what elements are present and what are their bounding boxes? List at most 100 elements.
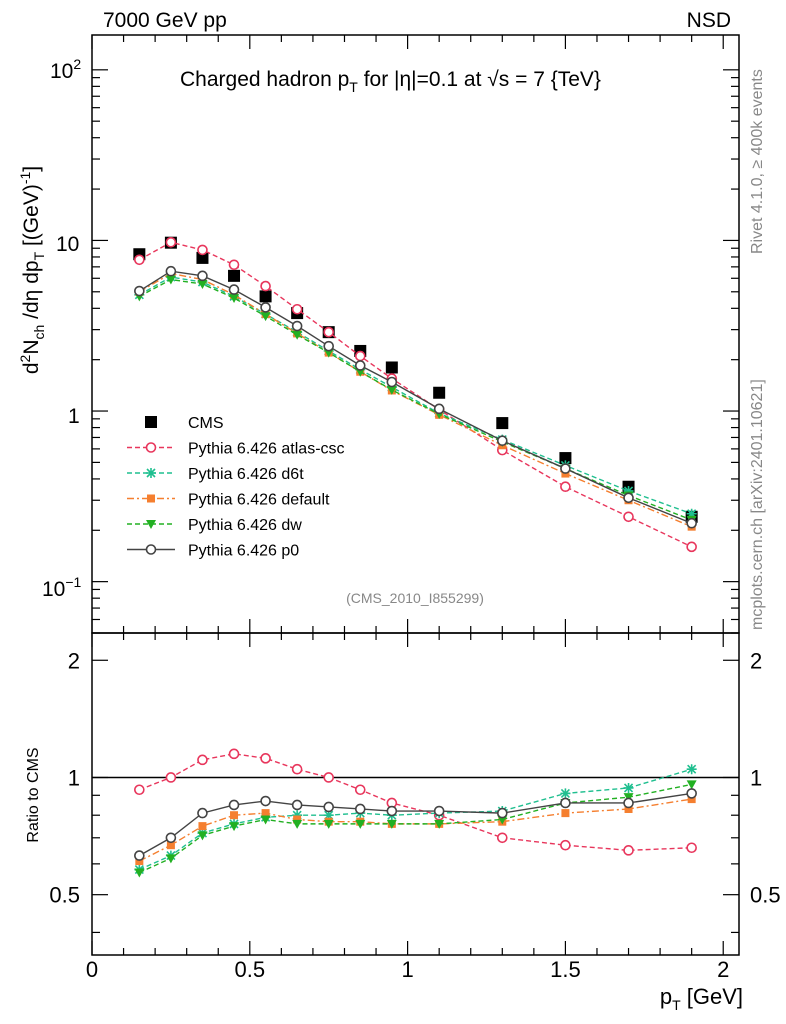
ratio-point-atlas-csc xyxy=(354,784,366,796)
point-cms xyxy=(559,452,572,465)
ratio-point-default xyxy=(293,815,302,824)
point-d6t xyxy=(623,485,634,496)
ratio-point-atlas-csc xyxy=(560,839,571,851)
point-atlas-csc xyxy=(560,481,571,493)
ratio-point-atlas-csc xyxy=(228,748,240,760)
series-line-p0 xyxy=(138,270,692,524)
ratio-point-p0 xyxy=(197,807,208,819)
point-cms xyxy=(228,269,241,282)
ratio-point-default xyxy=(166,841,175,850)
ratio-point-d6t xyxy=(323,810,334,821)
ratio-point-d6t xyxy=(560,788,571,799)
point-atlas-csc xyxy=(686,541,697,553)
point-cms xyxy=(259,290,272,303)
ratio-line-default xyxy=(139,798,692,862)
legend-label-d6t: Pythia 6.426 d6t xyxy=(188,466,304,483)
ratio-point-dw xyxy=(686,780,697,790)
main-ytick-label-100: 102 xyxy=(50,56,81,83)
ratio-ytick-label-left: 2 xyxy=(68,648,80,673)
ratio-point-atlas-csc xyxy=(686,842,697,854)
ratio-panel-frame xyxy=(91,632,740,956)
point-atlas-csc xyxy=(260,280,271,292)
point-p0 xyxy=(496,435,508,447)
ratio-point-dw xyxy=(292,819,303,829)
point-dw xyxy=(260,312,271,322)
legend-item-d6t: Pythia 6.426 d6t xyxy=(127,466,304,483)
point-atlas-csc xyxy=(134,254,145,266)
point-p0 xyxy=(433,403,445,415)
point-cms xyxy=(433,386,446,399)
point-dw xyxy=(386,385,397,395)
ratio-point-p0 xyxy=(134,850,145,861)
legend-label-atlas-csc: Pythia 6.426 atlas-csc xyxy=(188,441,345,458)
ratio-point-atlas-csc xyxy=(291,763,303,775)
ratio-point-p0 xyxy=(433,805,445,817)
point-cms xyxy=(385,361,398,374)
point-p0 xyxy=(386,376,398,388)
ratio-point-p0 xyxy=(623,797,634,809)
series-line-d6t xyxy=(138,276,692,515)
legend-marker-default xyxy=(147,494,155,503)
ratio-point-atlas-csc xyxy=(496,832,508,844)
legend: CMS Pythia 6.426 atlas-csc Pythia 6.426 d6… xyxy=(127,415,345,560)
ratio-point-default xyxy=(261,809,270,818)
x-tick-label: 1 xyxy=(401,957,413,982)
legend-item-cms: CMS xyxy=(145,415,224,432)
main-ytick-label-0.1: 10−1 xyxy=(42,574,82,601)
ratio-point-dw xyxy=(165,854,176,864)
point-p0 xyxy=(134,285,145,297)
header-left: 7000 GeV pp xyxy=(103,9,227,32)
point-cms xyxy=(196,251,209,264)
x-tick-label: 0 xyxy=(86,957,98,982)
series-line-dw xyxy=(139,278,692,521)
header-right: NSD xyxy=(687,9,731,32)
point-dw xyxy=(323,348,334,358)
ratio-line-d6t xyxy=(139,768,692,871)
legend-label-dw: Pythia 6.426 dw xyxy=(188,517,302,534)
ratio-point-dw xyxy=(386,819,397,829)
ratio-ytick-label-left: 0.5 xyxy=(49,883,80,908)
series-line-atlas-csc xyxy=(139,241,692,548)
ratio-line-p0 xyxy=(138,792,692,857)
ratio-point-p0 xyxy=(228,799,240,811)
ratio-axis-ticks xyxy=(91,633,739,955)
legend-item-atlas-csc: Pythia 6.426 atlas-csc xyxy=(127,441,345,458)
point-p0 xyxy=(686,517,697,529)
legend-marker-atlas-csc xyxy=(145,442,157,453)
point-p0 xyxy=(560,463,571,474)
ratio-point-dw xyxy=(134,868,145,878)
point-d6t xyxy=(686,508,697,519)
point-p0 xyxy=(354,360,366,371)
main-series-group xyxy=(133,236,698,553)
side-rivet-text: Rivet 4.1.0, ≥ 400k events xyxy=(749,69,766,254)
legend-item-p0: Pythia 6.426 p0 xyxy=(127,543,299,560)
ratio-ytick-label-right: 2 xyxy=(750,648,762,673)
ratio-point-dw xyxy=(355,819,366,829)
ratio-point-d6t xyxy=(623,782,634,793)
ratio-point-atlas-csc xyxy=(623,845,634,856)
ratio-point-default xyxy=(198,822,207,831)
series-line-default xyxy=(138,272,692,528)
point-atlas-csc xyxy=(354,350,366,362)
point-p0 xyxy=(291,320,303,332)
ratio-point-p0 xyxy=(496,807,508,819)
ratio-point-dw xyxy=(434,819,445,829)
main-y-label: d2Nch /dη dpT [(GeV)-1] xyxy=(17,166,47,374)
ratio-line-dw xyxy=(139,783,692,874)
legend-item-dw: Pythia 6.426 dw xyxy=(127,517,302,534)
ratio-ytick-label-left: 1 xyxy=(68,765,80,790)
x-tick-labels: 0 0.5 1 1.5 2 xyxy=(86,957,729,982)
ratio-y-tick-labels: 0.5 0.5 1 1 2 2 xyxy=(49,648,780,907)
series-atlas-csc xyxy=(134,237,697,553)
point-atlas-csc xyxy=(291,303,303,315)
point-p0 xyxy=(197,270,208,282)
ratio-point-dw xyxy=(229,822,240,832)
ratio-point-p0 xyxy=(291,799,303,811)
legend-marker-dw xyxy=(146,520,156,529)
legend-marker-d6t xyxy=(146,468,156,478)
ratio-point-dw xyxy=(260,815,271,825)
ratio-point-p0 xyxy=(323,801,335,813)
ratio-ytick-label-right: 1 xyxy=(750,765,762,790)
point-atlas-csc xyxy=(323,326,335,338)
point-dw xyxy=(197,280,208,290)
